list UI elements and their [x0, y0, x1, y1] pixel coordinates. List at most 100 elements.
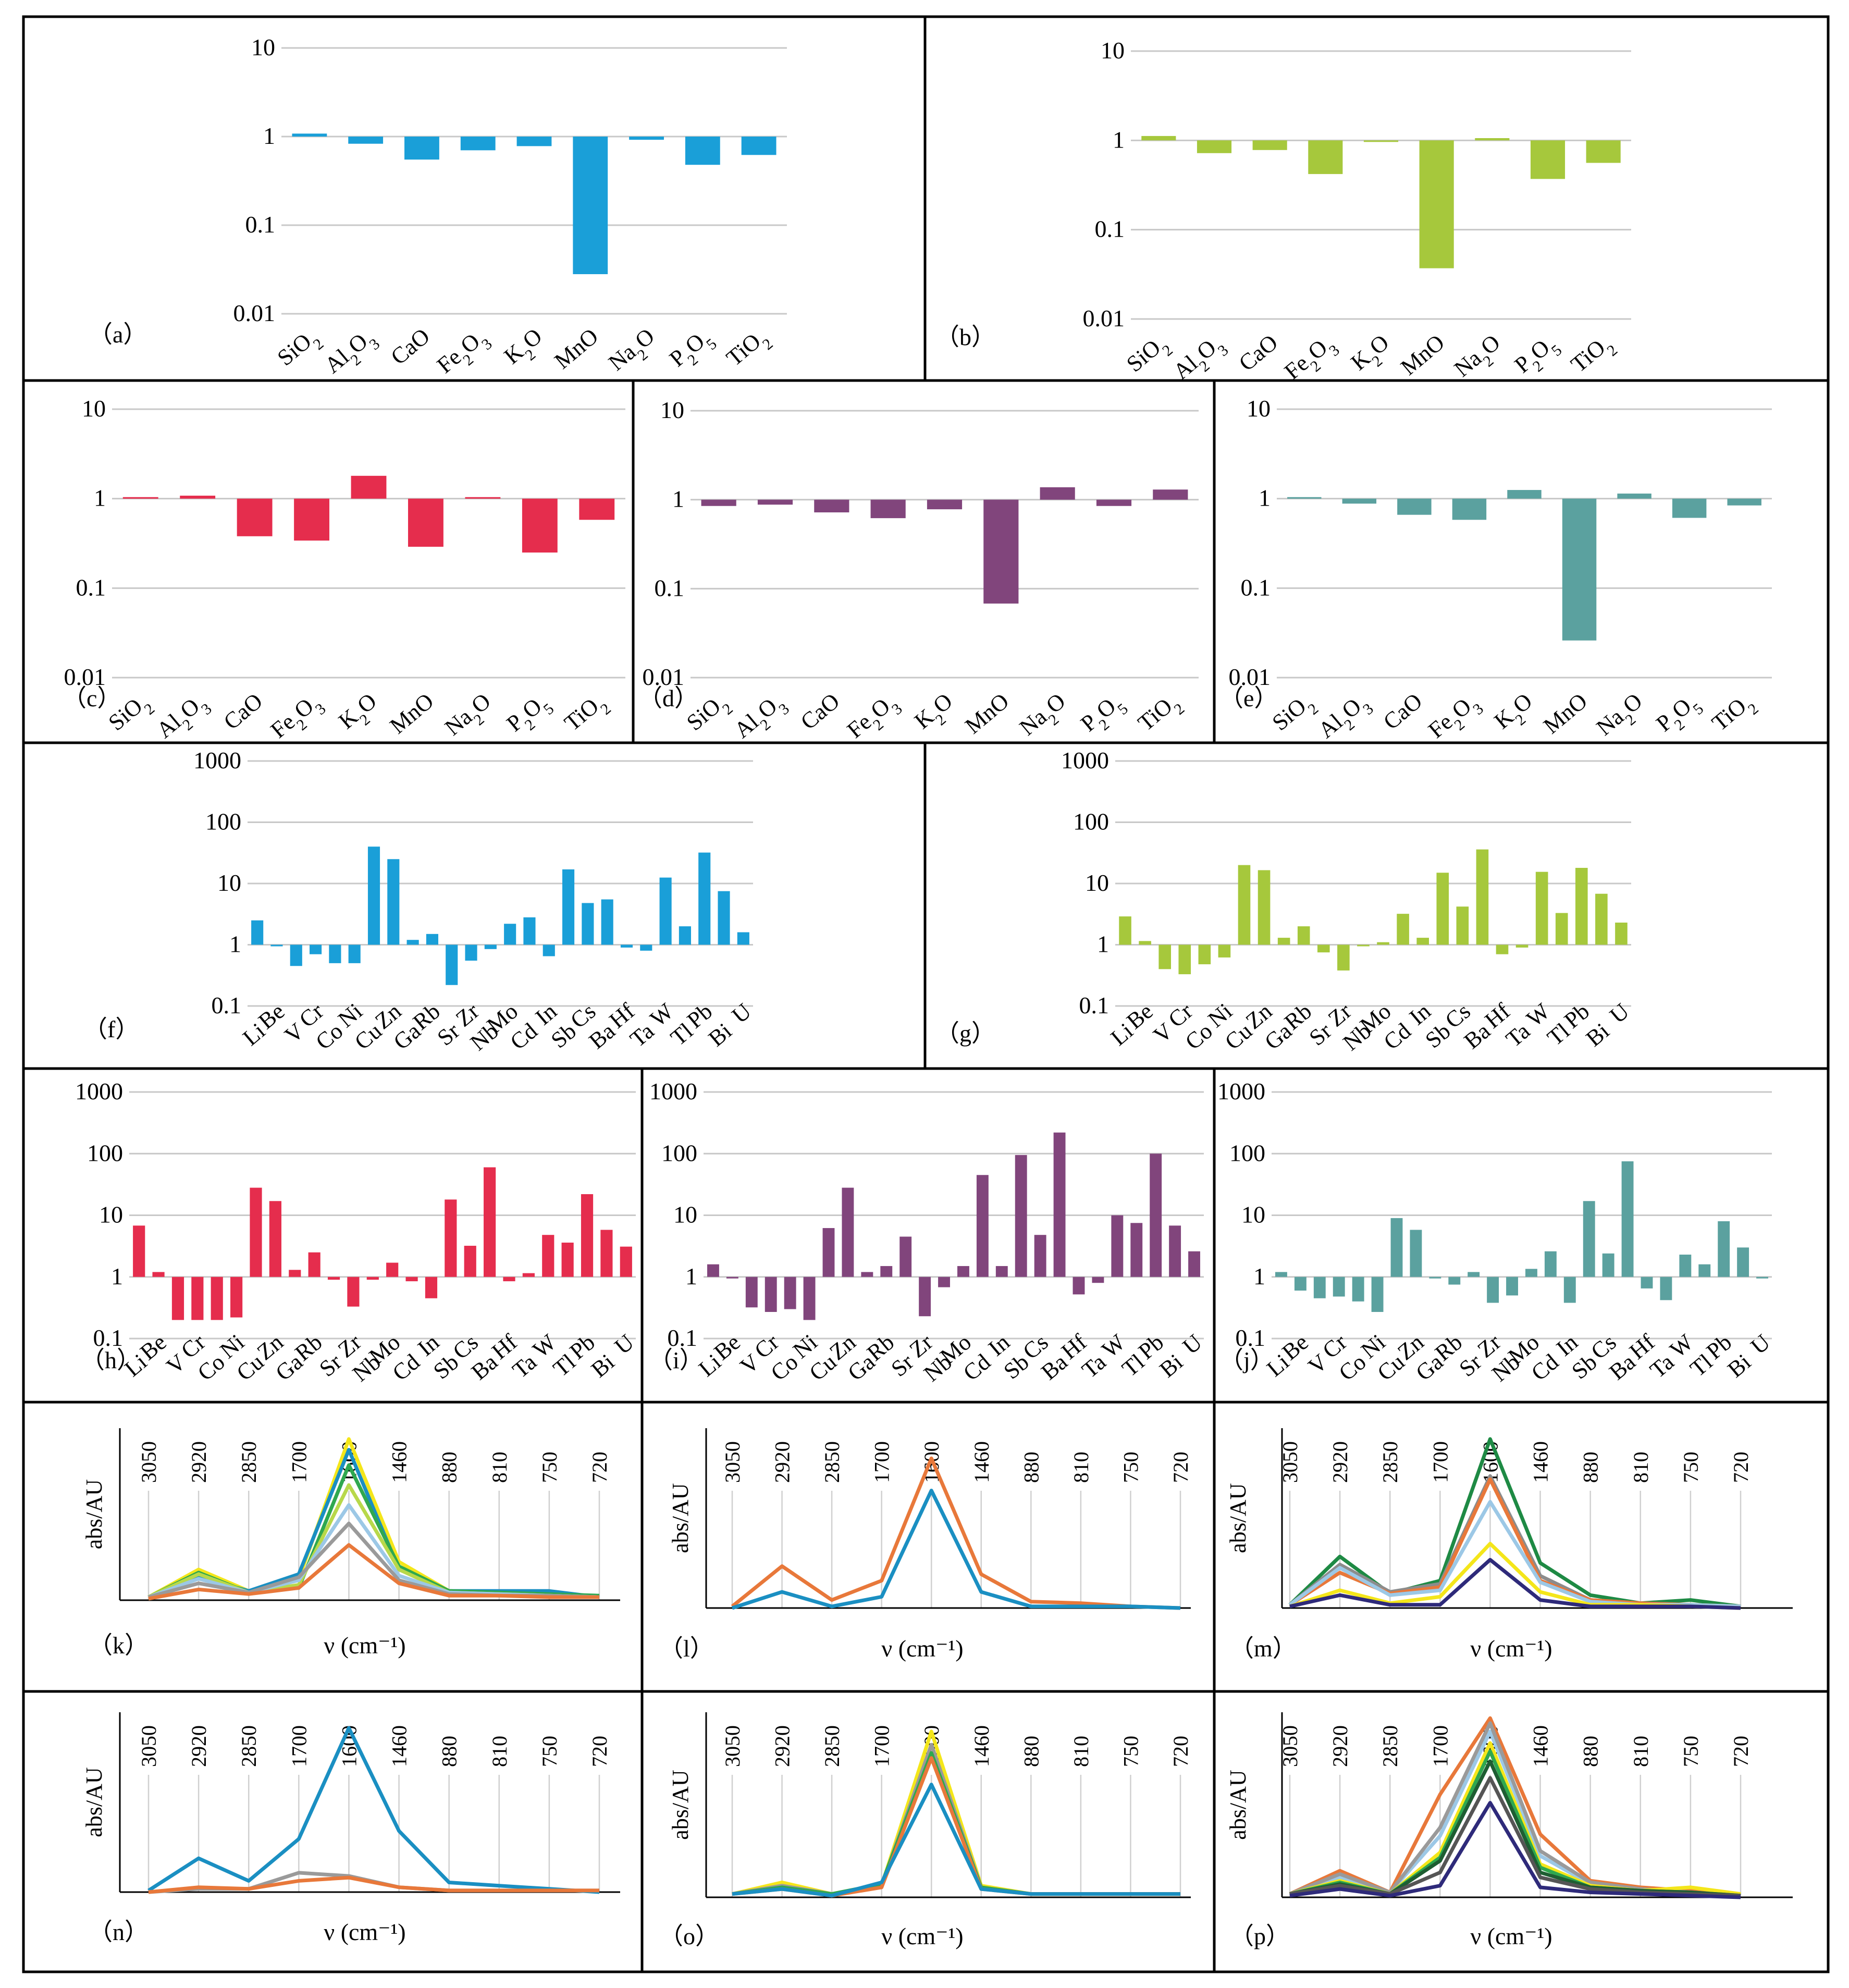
bar-Zn	[269, 1201, 281, 1277]
x-tick-label: 1460	[388, 1725, 411, 1767]
tick-label: U	[1746, 1329, 1775, 1359]
bar-U	[1188, 1251, 1200, 1277]
bar-P2O5	[685, 137, 720, 165]
line-chart-p: 3050 2920 2850 1700 1600 1460 880 810 750 720abs/…	[1225, 1712, 1793, 1949]
x-tick-label: 750	[1679, 1452, 1703, 1483]
bar-Co	[1198, 944, 1211, 964]
y-tick-label: 1000	[193, 747, 241, 774]
series-line-s6	[1289, 1557, 1741, 1610]
tick-label: TiO2	[1133, 688, 1188, 741]
y-tick-label: 100	[1073, 808, 1109, 835]
tick-label: Fe2O3	[1423, 688, 1486, 748]
x-tick-label: 750	[538, 1452, 561, 1483]
tick-label: SiO2	[1121, 329, 1176, 383]
bar-P2O5	[1530, 140, 1566, 179]
bar-Pb	[1150, 1153, 1162, 1277]
panel-label: （j）	[1219, 1347, 1274, 1373]
bar-V	[171, 1277, 184, 1320]
y-axis-label: abs/AU	[81, 1767, 107, 1837]
bar-Bi	[718, 891, 730, 945]
tick-label: CaO	[796, 688, 844, 734]
bar-Al2O3	[1197, 140, 1232, 153]
line-chart-l: 3050 2920 2850 1700 1600 1460 880 810 750 720abs/…	[659, 1428, 1192, 1662]
bar-Cu	[1390, 1218, 1403, 1277]
bar-W	[659, 877, 672, 945]
series-line-s2	[731, 1489, 1181, 1610]
x-tick-label: 2920	[771, 1441, 794, 1483]
y-tick-label: 10	[217, 869, 241, 896]
y-tick-label: 0.1	[245, 211, 276, 238]
bar-Rb	[1448, 1277, 1461, 1285]
tick-label: MnO	[960, 688, 1014, 739]
series-line-s5	[732, 1783, 1180, 1898]
y-tick-label: 10	[660, 397, 684, 423]
x-tick-label: 810	[1069, 1736, 1093, 1767]
x-tick-label: 2920	[1328, 1725, 1352, 1767]
x-tick-label: 720	[588, 1736, 611, 1767]
bar-Zr	[1337, 944, 1350, 971]
bar-Fe2O3	[870, 499, 906, 519]
y-tick-label: 10	[251, 34, 275, 60]
series-line-s6	[148, 1521, 600, 1599]
bar-Zn	[842, 1187, 854, 1277]
tick-label: CaO	[1234, 329, 1283, 376]
x-tick-label: 750	[1119, 1736, 1142, 1767]
bar-K2O	[516, 137, 552, 146]
x-tick-label: 810	[488, 1452, 511, 1483]
series-line-s4	[732, 1756, 1180, 1898]
tick-label: Al2O3	[1313, 688, 1376, 748]
bar-Nb	[366, 1277, 379, 1280]
bar-Sr	[1317, 944, 1330, 953]
bar-Ta	[1660, 1277, 1672, 1300]
bar-Hf	[1073, 1277, 1085, 1295]
bar-MnO	[573, 137, 608, 274]
x-tick-label: 2850	[237, 1725, 261, 1767]
bar-Sb	[1583, 1201, 1595, 1277]
bar-P2O5	[1672, 498, 1707, 518]
x-tick-label: 880	[1019, 1736, 1043, 1767]
bar-TiO2	[579, 498, 615, 520]
tick-label: U	[1178, 1329, 1207, 1359]
bar-Cs	[1602, 1253, 1614, 1277]
x-tick-label: 2920	[771, 1725, 794, 1767]
bar-chart-j: 10001001010.1LiBeVCrCoNiCuZnGaRbSrZrNbMo…	[1217, 1078, 1775, 1386]
series-line-s3	[148, 1875, 599, 1894]
bar-Pb	[581, 1194, 594, 1277]
bar-CaO	[814, 499, 849, 513]
bar-Rb	[1297, 926, 1310, 945]
y-axis-label: abs/AU	[81, 1479, 107, 1549]
bar-Li	[707, 1264, 719, 1277]
bar-Co	[329, 944, 341, 963]
bar-Cu	[367, 846, 380, 945]
bar-Rb	[308, 1252, 321, 1277]
bar-Al2O3	[757, 499, 793, 505]
bar-Tl	[1698, 1264, 1711, 1277]
series-line-s2	[147, 1447, 600, 1599]
x-tick-label: 1700	[287, 1441, 311, 1483]
bar-In	[1416, 938, 1429, 945]
panel-frame-p	[1213, 1690, 1830, 1973]
x-tick-label: 2920	[187, 1725, 211, 1767]
tick-label: CaO	[1378, 688, 1427, 734]
bar-MnO	[1419, 140, 1454, 268]
bar-Ga	[861, 1272, 873, 1277]
x-tick-label: 880	[438, 1452, 461, 1483]
y-tick-label: 1	[685, 1263, 697, 1290]
y-tick-label: 1	[263, 122, 275, 149]
bar-Hf	[1641, 1277, 1653, 1288]
y-tick-label: 1	[94, 485, 106, 511]
bar-Ga	[406, 940, 419, 945]
y-tick-label: 0.01	[233, 300, 276, 326]
tick-label: Na2O	[1592, 688, 1651, 746]
bar-Ba	[1053, 1132, 1066, 1277]
bar-Na2O	[1040, 487, 1075, 500]
y-tick-label: 0.1	[1079, 992, 1110, 1018]
panel-label: （a）	[89, 321, 147, 348]
bar-Cs	[582, 903, 594, 945]
bar-TiO2	[1727, 498, 1761, 506]
tick-label: P2O5	[1076, 688, 1131, 742]
series-line-s7	[148, 1543, 599, 1601]
